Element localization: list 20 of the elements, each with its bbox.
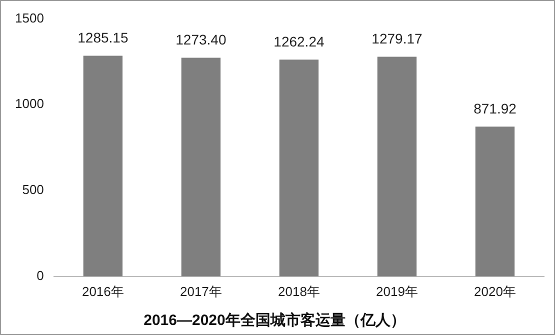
bar <box>83 56 123 276</box>
bar <box>377 56 417 276</box>
data-label: 1273.40 <box>176 32 226 48</box>
bar <box>279 60 319 276</box>
bar <box>181 58 221 276</box>
x-tick-label: 2019年 <box>376 284 418 299</box>
y-tick-label: 1000 <box>15 96 44 112</box>
x-tick-label: 2017年 <box>180 284 222 299</box>
x-tick-label: 2018年 <box>278 284 320 299</box>
data-label: 1262.24 <box>274 33 324 50</box>
x-tick-label: 2020年 <box>474 284 516 299</box>
y-tick-label: 0 <box>36 268 44 283</box>
y-tick-label: 1500 <box>15 10 44 26</box>
data-label: 871.92 <box>474 100 517 117</box>
y-tick-label: 500 <box>22 182 44 198</box>
data-label: 1285.15 <box>78 30 128 46</box>
data-label: 1279.17 <box>372 30 422 47</box>
bar <box>475 126 515 276</box>
text: 2016—2020年全国城市客运量（亿人） <box>144 311 406 330</box>
x-tick-label: 2016年 <box>82 284 124 299</box>
